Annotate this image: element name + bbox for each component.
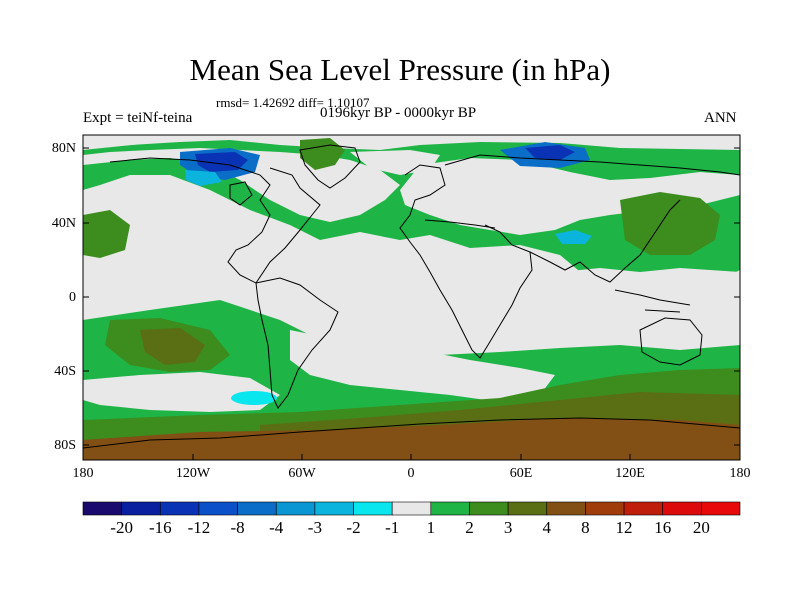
colorbar-label: -16 xyxy=(148,518,172,537)
field-neutral-eurasia xyxy=(400,158,740,235)
y-tick-label-40s: 40S xyxy=(54,364,76,379)
field-neutral-south-pacific xyxy=(83,372,280,412)
y-tick-label-80s: 80S xyxy=(54,438,76,453)
colorbar-swatch xyxy=(121,501,161,516)
experiment-label: Expt = teiNf-teina xyxy=(83,110,193,126)
colorbar-swatch xyxy=(275,501,316,516)
colorbar-swatch xyxy=(237,501,277,516)
coast-north-america xyxy=(109,157,321,284)
map-title: Mean Sea Level Pressure (in hPa) xyxy=(189,52,611,87)
field-darkgreen-greenland xyxy=(300,138,345,170)
x-tick-label-120w: 120W xyxy=(175,466,211,481)
coast-south-america xyxy=(255,277,339,409)
colorbar-label: 16 xyxy=(654,518,672,537)
colorbar-label: -1 xyxy=(385,518,400,537)
coast-maritime xyxy=(614,289,691,313)
season-label: ANN xyxy=(704,110,737,126)
y-tick-label-0: 0 xyxy=(69,290,76,305)
field-cyan-central-asia xyxy=(555,230,592,244)
colorbar-label: 20 xyxy=(692,518,710,537)
field-olive-south-pacific-blob xyxy=(140,328,205,365)
coast-hudson-bay xyxy=(229,181,253,206)
field-neutral-greenland-gap xyxy=(350,150,440,175)
field-darkgreen-east-asia xyxy=(620,192,720,255)
colorbar-label: -8 xyxy=(230,518,245,537)
coast-australia xyxy=(639,317,703,366)
colorbar-label: 8 xyxy=(581,518,590,537)
colorbar-swatch xyxy=(585,501,625,516)
coast-mediterranean xyxy=(424,219,496,229)
period-label: 0196kyr BP - 0000kyr BP xyxy=(320,105,477,121)
colorbar-swatch xyxy=(159,501,200,516)
x-tick-label-60e: 60E xyxy=(509,466,533,481)
colorbar-swatch xyxy=(82,501,122,516)
coast-europe-africa xyxy=(399,164,533,359)
x-tick-label-0: 0 xyxy=(407,466,415,481)
colorbar-swatch xyxy=(701,501,741,516)
colorbar-swatch xyxy=(353,501,393,516)
colorbar-label: 2 xyxy=(465,518,474,537)
coast-greenland xyxy=(299,144,361,189)
field-neutral-arctic xyxy=(83,135,740,150)
field-neutral-tropics xyxy=(200,250,740,350)
colorbar-swatch xyxy=(662,501,702,516)
colorbar-label: 1 xyxy=(426,518,436,537)
field-cyan-south-pacific xyxy=(231,391,277,405)
y-tick-label-40n: 40N xyxy=(51,216,76,231)
colorbar-swatch xyxy=(507,501,548,516)
colorbar-swatch xyxy=(391,501,432,516)
pressure-field xyxy=(83,135,740,460)
colorbar-label: -4 xyxy=(269,518,284,537)
colorbar-label: -3 xyxy=(307,518,322,537)
colorbar-label: 12 xyxy=(615,518,633,537)
colorbar xyxy=(82,501,741,516)
coast-asia xyxy=(444,154,740,176)
field-brown-antarctica xyxy=(83,418,740,460)
stats-line: rmsd= 1.42692 diff= 1.10107 xyxy=(216,95,370,110)
field-neutral-south-atlantic xyxy=(290,330,555,402)
colorbar-swatch xyxy=(198,501,238,516)
colorbar-swatch xyxy=(314,501,354,516)
colorbar-label: -12 xyxy=(187,518,211,537)
x-tick-label-60w: 60W xyxy=(288,466,316,481)
colorbar-swatch xyxy=(469,501,509,516)
colorbar-label: -2 xyxy=(346,518,361,537)
field-darkgreen-north-pacific-west xyxy=(83,210,130,258)
x-tick-label-180e: 180 xyxy=(729,466,751,481)
field-darkblue-scandinavia xyxy=(525,145,575,160)
coast-antarctica xyxy=(83,417,740,449)
colorbar-label: 3 xyxy=(503,518,513,537)
x-tick-label-180w: 180 xyxy=(72,466,94,481)
coast-south-asia xyxy=(529,199,681,283)
axis-ticks xyxy=(82,147,741,460)
colorbar-label: 4 xyxy=(542,518,552,537)
coastlines xyxy=(83,144,740,449)
colorbar-swatch xyxy=(430,501,470,516)
colorbar-label: -20 xyxy=(110,518,133,537)
colorbar-swatch xyxy=(546,501,586,516)
colorbar-swatch xyxy=(623,501,664,516)
x-tick-label-120e: 120E xyxy=(615,466,645,481)
y-tick-label-80n: 80N xyxy=(51,141,76,156)
field-cyan-north-america xyxy=(185,170,222,186)
